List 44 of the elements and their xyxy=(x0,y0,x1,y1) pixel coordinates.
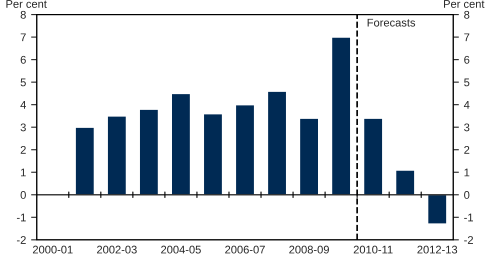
bar xyxy=(138,108,160,196)
y2-tick-label: 0 xyxy=(464,191,470,199)
y2-tick-label: 3 xyxy=(464,123,470,132)
y-tick-label: 1 xyxy=(21,168,26,176)
x-tick-label: 2000-01 xyxy=(32,246,73,254)
y2-tick-label: 6 xyxy=(464,56,470,64)
y2-tick-label: 4 xyxy=(464,101,470,109)
y2-tick-label: 5 xyxy=(464,78,470,86)
y2-tick-label: -1 xyxy=(464,214,474,222)
y-tick-label: 7 xyxy=(20,33,26,42)
bar xyxy=(298,117,320,196)
x-tick-label: 2008-09 xyxy=(289,246,329,254)
bar xyxy=(234,104,256,196)
y2-tick-label: -2 xyxy=(464,236,473,244)
x-tick-label: 2010-11 xyxy=(354,246,393,254)
y-axis-title: Per cent xyxy=(6,0,47,8)
y-tick-label: 0 xyxy=(20,191,26,199)
bar xyxy=(266,90,288,196)
bar xyxy=(330,36,352,196)
y-tick-label: 8 xyxy=(20,10,26,19)
x-tick-label: 2012-13 xyxy=(417,246,458,254)
y-tick-label: -1 xyxy=(16,214,26,222)
y2-tick-label: 1 xyxy=(464,168,470,176)
bar xyxy=(362,117,384,196)
y2-tick-label: 8 xyxy=(464,10,470,19)
y2-tick-label: 7 xyxy=(464,33,470,42)
bar xyxy=(106,115,128,196)
bar xyxy=(426,194,448,225)
bar xyxy=(202,112,224,196)
y-tick-label: -2 xyxy=(16,236,26,244)
y-tick-label: 5 xyxy=(20,78,26,86)
y-tick-label: 4 xyxy=(20,101,26,109)
bar xyxy=(170,92,192,196)
bar xyxy=(74,126,96,196)
y2-axis-title: Per cent xyxy=(444,0,484,8)
y2-tick-label: 2 xyxy=(464,146,470,154)
y-tick-label: 6 xyxy=(20,56,26,64)
bar xyxy=(394,169,416,196)
y-tick-label: 3 xyxy=(20,123,26,132)
y-tick-label: 2 xyxy=(20,146,26,154)
x-tick-label: 2002-03 xyxy=(97,246,137,254)
x-tick-label: 2006-07 xyxy=(225,246,265,254)
x-tick-label: 2004-05 xyxy=(161,246,201,254)
ref-line-label: Forecasts xyxy=(368,18,416,27)
